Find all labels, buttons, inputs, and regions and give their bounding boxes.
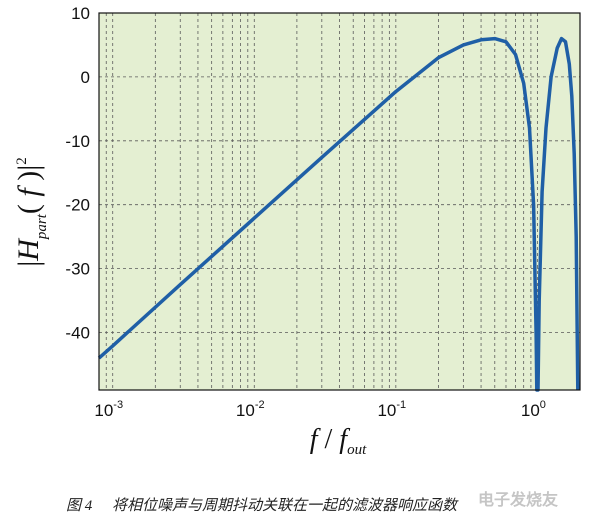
y-tick-label: -40 [65, 323, 90, 342]
grid [99, 13, 580, 390]
y-tick-label: -20 [65, 196, 90, 215]
figure-caption: 图 4 将相位噪声与周期抖动关联在一起的滤波器响应函数 [66, 494, 596, 515]
x-tick-label: 10-1 [377, 399, 406, 420]
x-tick-label: 10-2 [236, 399, 265, 420]
y-tick-label: -30 [65, 260, 90, 279]
svg-text:|Hpart( f )|2: |Hpart( f )|2 [12, 157, 50, 267]
figure-number: 图 4 [66, 498, 93, 514]
plot-frame [98, 12, 581, 391]
x-tick-label: 10-3 [94, 399, 123, 420]
y-tick-label: -10 [65, 132, 90, 151]
y-tick-label: 10 [71, 4, 90, 23]
x-tick-label: 100 [521, 399, 546, 420]
svg-text:f / fout: f / fout [310, 424, 367, 458]
caption-text: 将相位噪声与周期抖动关联在一起的滤波器响应函数 [112, 498, 458, 514]
y-axis-ticks: 10 0 -10 -20 -30 -40 [65, 4, 90, 342]
watermark: 电子发烧友 [478, 490, 559, 509]
x-axis-label: f / fout [310, 424, 367, 458]
y-axis-label: |Hpart( f )|2 [12, 157, 50, 267]
x-axis-ticks: 10-3 10-2 10-1 100 [94, 399, 546, 420]
y-tick-label: 0 [81, 68, 90, 87]
series-line [97, 36, 580, 392]
